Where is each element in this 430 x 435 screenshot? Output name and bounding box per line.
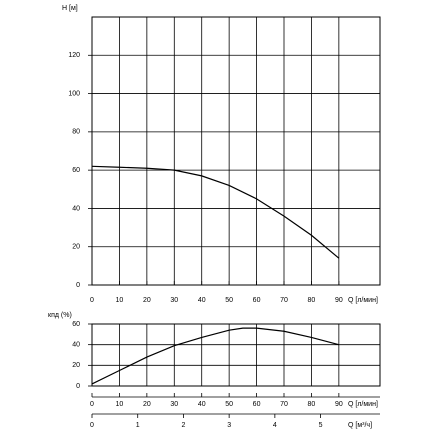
y-tick-label: 60 xyxy=(72,321,80,328)
x-tick-label: 20 xyxy=(143,297,151,304)
x-tick-label: 10 xyxy=(116,297,124,304)
x-tick-label: 80 xyxy=(308,401,316,408)
x-axis-label: Q [л/мин] xyxy=(348,297,378,304)
x-tick-label: 0 xyxy=(90,297,94,304)
x-tick-label: 50 xyxy=(225,401,233,408)
x-tick-label: 80 xyxy=(308,297,316,304)
x-tick-label: 70 xyxy=(280,297,288,304)
y-tick-label: 0 xyxy=(76,383,80,390)
x2-tick-label: 0 xyxy=(90,422,94,429)
y-tick-label: 120 xyxy=(68,52,80,59)
x-tick-label: 30 xyxy=(170,297,178,304)
x2-tick-label: 2 xyxy=(181,422,185,429)
y-tick-label: 0 xyxy=(76,282,80,289)
curve xyxy=(91,327,340,385)
y-tick-label: 80 xyxy=(72,129,80,136)
x-tick-label: 60 xyxy=(253,401,261,408)
y-axis-label: H [м] xyxy=(62,5,78,12)
x-tick-label: 30 xyxy=(170,401,178,408)
x-tick-label: 40 xyxy=(198,401,206,408)
y-tick-label: 60 xyxy=(72,167,80,174)
x2-tick-label: 1 xyxy=(136,422,140,429)
x-tick-label: 40 xyxy=(198,297,206,304)
y-tick-label: 100 xyxy=(68,90,80,97)
y-tick-label: 40 xyxy=(72,342,80,349)
curve xyxy=(91,165,340,259)
y-tick-label: 40 xyxy=(72,205,80,212)
x-tick-label: 70 xyxy=(280,401,288,408)
x-tick-label: 20 xyxy=(143,401,151,408)
x-tick-label: 50 xyxy=(225,297,233,304)
x2-tick-label: 4 xyxy=(273,422,277,429)
plot-frame xyxy=(91,323,381,387)
x-tick-label: 60 xyxy=(253,297,261,304)
x-tick-label: 90 xyxy=(335,297,343,304)
y-tick-label: 20 xyxy=(72,362,80,369)
y-tick-label: 20 xyxy=(72,244,80,251)
x2-axis-label: Q [м³/ч] xyxy=(348,422,372,429)
x-tick-label: 0 xyxy=(90,401,94,408)
x-tick-label: 10 xyxy=(116,401,124,408)
x-axis-label: Q [л/мин] xyxy=(348,401,378,408)
x2-tick-label: 5 xyxy=(319,422,323,429)
x-tick-label: 90 xyxy=(335,401,343,408)
x2-tick-label: 3 xyxy=(227,422,231,429)
y-axis-label: кпд (%) xyxy=(48,312,72,319)
plot-frame xyxy=(91,16,381,286)
